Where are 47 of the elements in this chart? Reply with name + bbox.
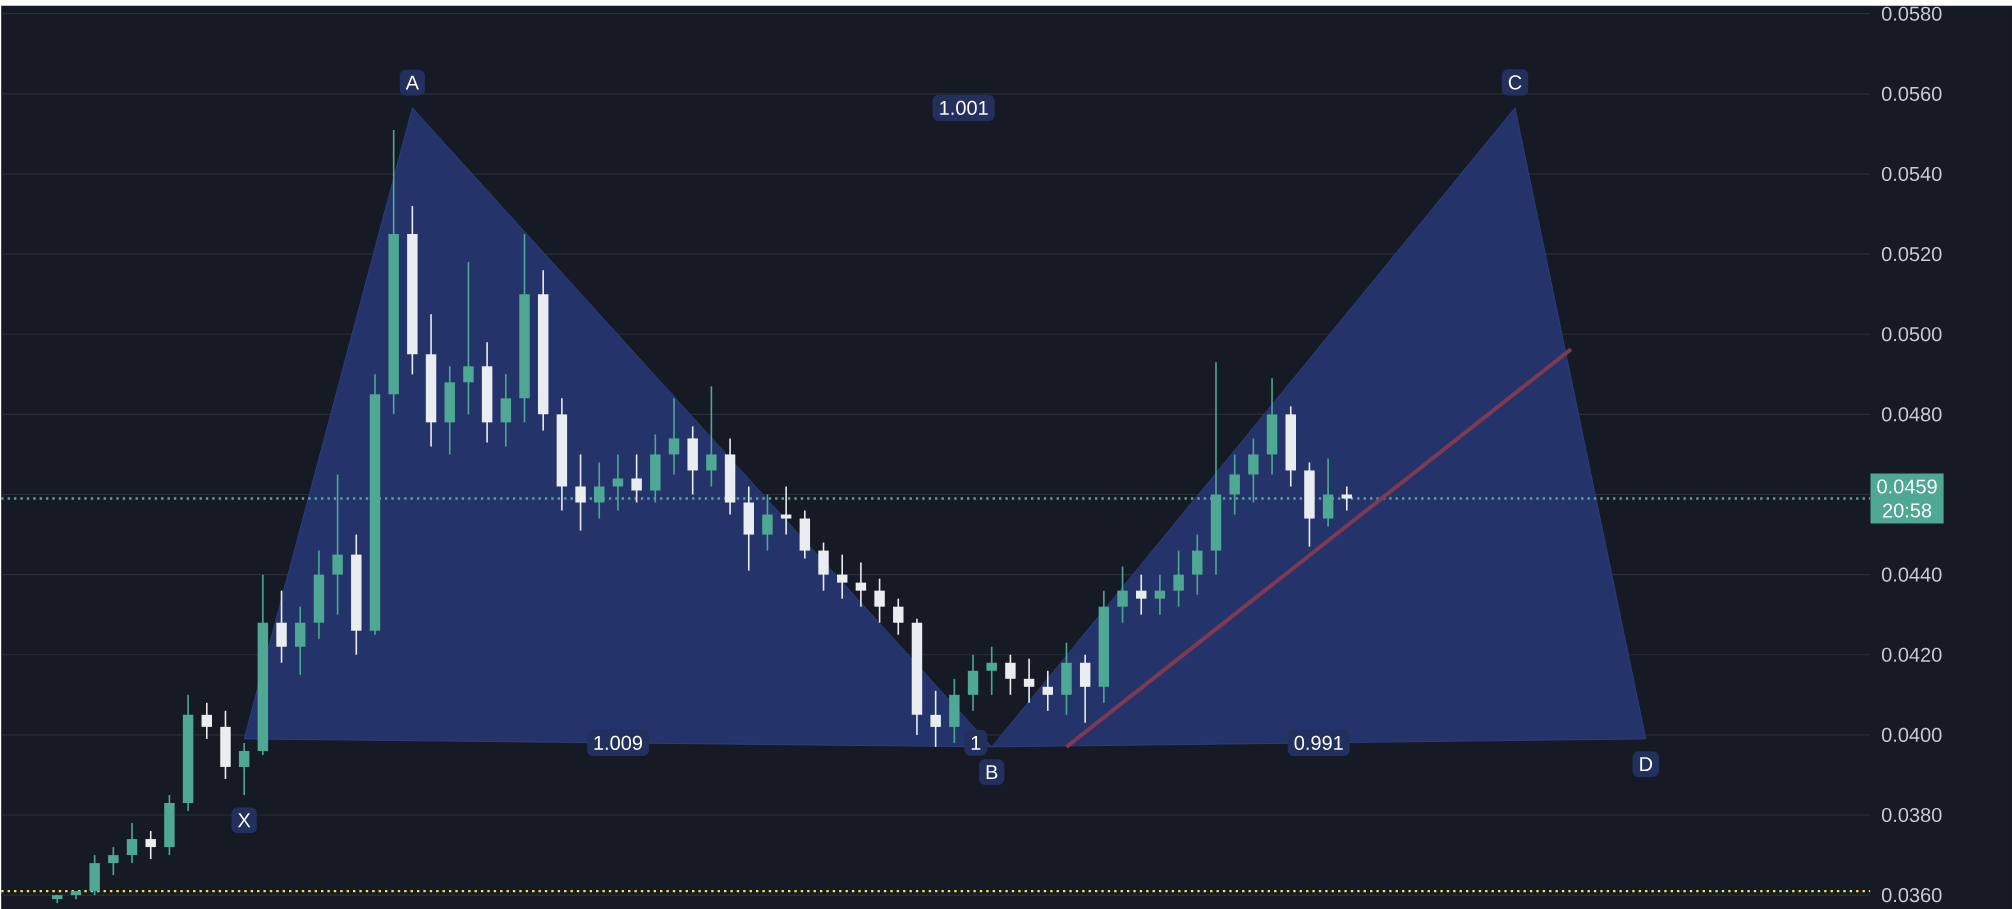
candlestick [1042,669,1054,712]
candlestick [780,485,792,536]
annotation: A [405,75,419,90]
candlestick [855,561,867,608]
y-tick-label: 0.0400 [1881,727,1942,742]
annotation: 1.009 [594,735,643,750]
candlestick [1023,657,1035,704]
candlestick [893,597,904,636]
y-tick-label: 0.0580 [1881,6,1942,21]
ref-line-label: 0.0459 [1877,479,1937,494]
y-tick-label: 0.0440 [1881,567,1942,582]
candlestick [1341,485,1353,512]
y-tick-label: 0.0540 [1881,166,1942,181]
annotation: 1.001 [940,100,988,115]
annotation: 1 [971,735,981,750]
annotation: X [237,813,251,828]
candlestick [874,577,885,624]
candlestick [1173,549,1184,608]
y-tick-label: 0.0480 [1881,407,1942,422]
candlestick [145,830,156,860]
y-tick-label: 0.0420 [1881,647,1942,662]
candlestick [986,645,997,696]
text: 20:58 [1883,503,1932,518]
candlestick [1136,573,1147,616]
candlestick [1005,653,1016,696]
y-tick-label: 0.0520 [1881,246,1942,262]
candlestick [1117,565,1128,624]
y-tick-label: 0.0500 [1881,327,1942,342]
candlestick [706,385,717,488]
y-tick-label: 0.0560 [1881,86,1942,101]
y-tick-label: 0.0380 [1881,807,1942,823]
annotation: D [1640,757,1653,771]
y-tick-label: 0.0360 [1881,888,1942,903]
annotation: C [1508,75,1522,90]
candlestick [1154,573,1166,616]
candlestick [108,846,119,876]
candlestick [126,822,138,864]
candlestick [463,261,474,416]
candlestick [238,742,250,796]
annotation: B [986,765,998,779]
candlestick [930,689,941,748]
candlestick [668,397,680,476]
candlestick [836,553,848,600]
annotation: 0.991 [1294,735,1343,750]
candlestick [201,701,213,740]
candlestick [631,453,642,504]
candlestick [575,453,586,532]
